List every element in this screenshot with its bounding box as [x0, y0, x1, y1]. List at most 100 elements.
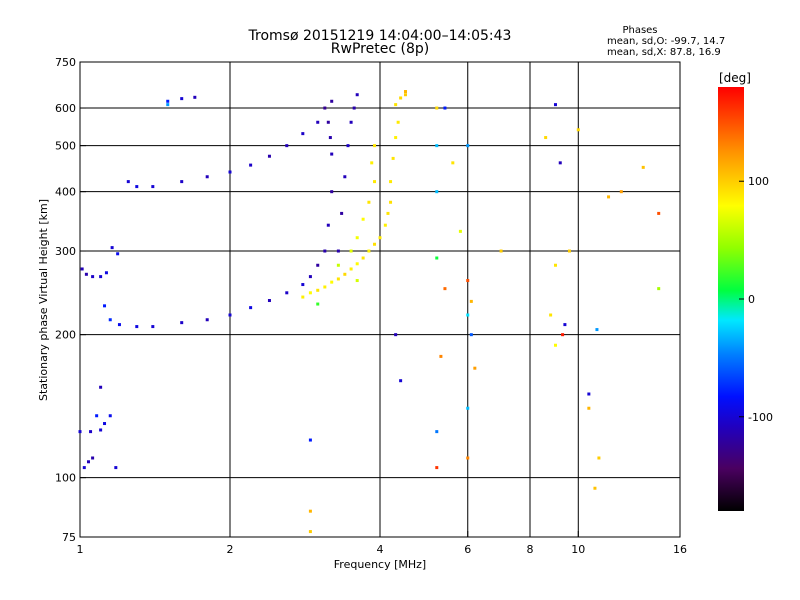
data-point	[367, 249, 371, 253]
data-point	[267, 299, 271, 303]
data-point	[439, 354, 443, 358]
data-point	[180, 97, 184, 101]
x-tick-label: 10	[571, 543, 585, 556]
x-tick-label: 8	[527, 543, 534, 556]
data-point	[180, 180, 184, 184]
data-point	[84, 272, 88, 276]
data-point	[326, 223, 330, 227]
data-point	[469, 333, 473, 337]
data-point	[99, 385, 103, 389]
data-point	[80, 267, 84, 271]
data-point	[330, 152, 334, 156]
data-point	[435, 190, 439, 194]
data-point	[435, 430, 439, 434]
data-point	[389, 200, 393, 204]
data-point	[349, 120, 353, 124]
data-point	[466, 406, 470, 410]
data-point	[595, 328, 599, 332]
data-point	[373, 144, 377, 148]
grid-lines	[80, 62, 680, 537]
x-tick-label: 6	[464, 543, 471, 556]
data-point	[323, 106, 327, 110]
x-tick-label: 1	[77, 543, 84, 556]
data-point	[386, 211, 390, 215]
data-point	[193, 95, 197, 99]
data-point	[443, 106, 447, 110]
data-point	[285, 144, 289, 148]
data-point	[355, 279, 359, 283]
data-point	[553, 343, 557, 347]
data-point	[361, 217, 365, 221]
data-point	[458, 229, 462, 233]
data-point	[267, 154, 271, 158]
data-point	[308, 509, 312, 513]
data-point	[308, 438, 312, 442]
data-point	[473, 366, 477, 370]
data-point	[576, 128, 580, 132]
y-tick-label: 75	[62, 531, 76, 544]
colorbar-tick-label: -100	[748, 411, 773, 424]
data-point	[285, 291, 289, 295]
data-point	[443, 287, 447, 291]
data-point	[336, 263, 340, 267]
data-point	[166, 103, 170, 107]
data-point	[135, 325, 139, 329]
colorbar-label: [deg]	[719, 71, 751, 85]
data-point	[135, 185, 139, 189]
data-point	[466, 456, 470, 460]
data-point	[104, 271, 108, 275]
data-point	[326, 120, 330, 124]
y-axis-ticks: 75 100 200 300 400 500 600 750	[55, 56, 86, 544]
data-point	[587, 392, 591, 396]
data-point	[205, 318, 209, 322]
data-point	[355, 93, 359, 97]
y-tick-label: 500	[55, 140, 76, 153]
data-point	[349, 249, 353, 253]
data-point	[619, 190, 623, 194]
data-point	[657, 211, 661, 215]
data-point	[367, 200, 371, 204]
x-tick-label: 16	[673, 543, 687, 556]
stats-line-x: mean, sd,X: 87.8, 16.9	[607, 47, 721, 58]
data-point	[91, 275, 95, 279]
data-point	[343, 175, 347, 179]
data-point	[399, 379, 403, 383]
data-point	[346, 144, 350, 148]
data-point	[593, 486, 597, 490]
data-point	[355, 236, 359, 240]
data-point	[249, 306, 253, 310]
data-point	[370, 161, 374, 165]
data-point	[394, 333, 398, 337]
data-point	[126, 180, 130, 184]
data-point	[151, 325, 155, 329]
data-point	[99, 428, 103, 432]
scatter-points	[78, 90, 661, 534]
data-point	[399, 96, 403, 100]
chart-subtitle: RwPretec (8p)	[331, 41, 429, 57]
data-point	[228, 170, 232, 174]
data-point	[558, 161, 562, 165]
data-point	[466, 279, 470, 283]
data-point	[308, 530, 312, 534]
stats-heading: Phases	[622, 25, 657, 36]
data-point	[553, 103, 557, 107]
data-point	[466, 144, 470, 148]
data-point	[549, 313, 553, 317]
y-tick-label: 300	[55, 245, 76, 258]
data-point	[567, 249, 571, 253]
data-point	[451, 161, 455, 165]
data-point	[316, 302, 320, 306]
y-tick-label: 400	[55, 186, 76, 199]
x-tick-label: 2	[227, 543, 234, 556]
data-point	[336, 249, 340, 253]
data-point	[82, 466, 86, 470]
data-point	[316, 288, 320, 292]
data-point	[114, 466, 118, 470]
y-tick-label: 750	[55, 56, 76, 69]
stats-line-o: mean, sd,O: -99.7, 14.7	[607, 36, 725, 47]
data-point	[323, 249, 327, 253]
data-point	[466, 313, 470, 317]
data-point	[403, 93, 407, 97]
data-point	[435, 144, 439, 148]
